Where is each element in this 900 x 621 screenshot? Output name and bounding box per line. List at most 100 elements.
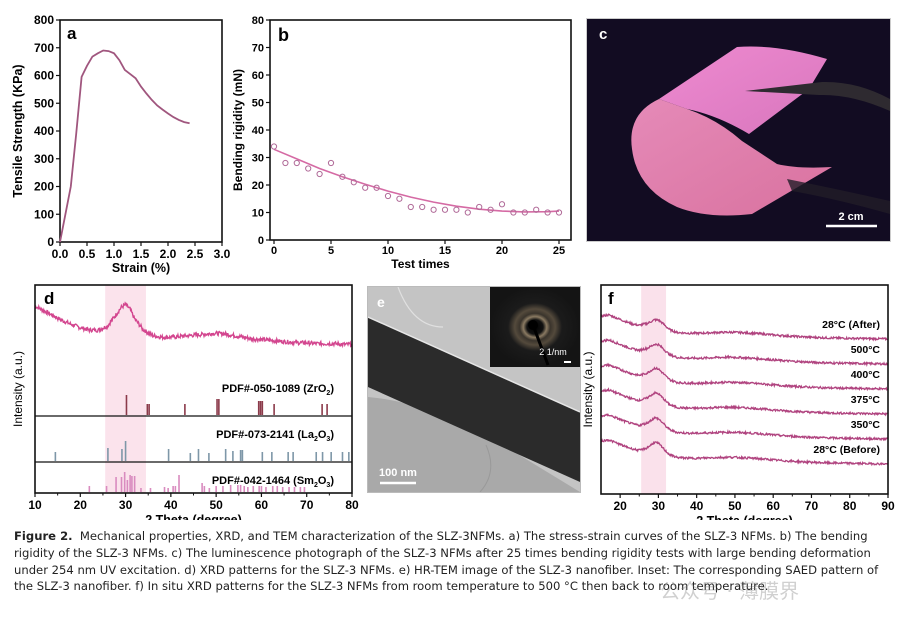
x-tick-label-f: 80 xyxy=(843,499,857,513)
data-point-b xyxy=(373,184,380,191)
xrd-pattern-d xyxy=(34,301,353,349)
series-label-f: 28°C (Before) xyxy=(813,444,880,456)
x-tick-label-f: 60 xyxy=(767,499,781,513)
panel-b-label: b xyxy=(278,25,289,45)
inset-scale-label: 2 1/nm xyxy=(539,347,567,357)
y-tick-label-b: 40 xyxy=(252,125,264,137)
xrd-series-f xyxy=(600,412,888,442)
data-point-b xyxy=(293,159,300,167)
panel-f-label: f xyxy=(608,289,614,308)
x-tick-label-f: 90 xyxy=(881,499,895,513)
xrd-series-f xyxy=(600,337,889,367)
x-tick-label-d: 70 xyxy=(300,498,314,512)
y-tick-label-a: 500 xyxy=(34,96,54,110)
data-point-b xyxy=(476,203,483,211)
series-label-f: 28°C (After) xyxy=(822,319,880,331)
x-axis-label-f: 2 Theta (degree) xyxy=(696,514,793,520)
x-tick-label-f: 70 xyxy=(805,499,819,513)
y-tick-label-a: 600 xyxy=(34,69,54,83)
data-point-b xyxy=(327,159,335,167)
y-axis-label-f: Intensity (a.u.) xyxy=(581,351,595,427)
reference-label: PDF#-042-1464 (Sm2O3) xyxy=(212,475,334,489)
y-tick-label-a: 800 xyxy=(34,13,54,27)
tweezers-lower xyxy=(787,179,890,214)
x-axis-label-d: 2 Theta (degree) xyxy=(145,513,242,520)
tweezers xyxy=(745,81,890,111)
data-point-b xyxy=(419,203,426,211)
xrd-series-f xyxy=(600,362,888,392)
x-tick-label-f: 30 xyxy=(652,499,666,513)
y-tick-label-b: 50 xyxy=(252,98,264,110)
x-tick-label-b: 5 xyxy=(328,245,334,257)
series-label-f: 500°C xyxy=(851,344,881,356)
data-point-b xyxy=(464,209,471,216)
chart-f-insitu-xrd: 28°C (After) 500°C 400°C 375°C 350°C 28°C (Be… xyxy=(581,284,895,520)
y-tick-label-a: 200 xyxy=(34,180,54,194)
x-tick-label-a: 1.5 xyxy=(133,247,150,261)
caption-line-1: Figure 2. Mechanical properties, XRD, an… xyxy=(14,528,894,545)
y-tick-label-b: 20 xyxy=(252,180,264,192)
axes-frame-b xyxy=(269,19,572,241)
y-tick-label-b: 80 xyxy=(252,15,264,27)
x-tick-label-a: 0.5 xyxy=(79,247,96,261)
data-point-b xyxy=(305,165,312,172)
scale-bar-c-label: 2 cm xyxy=(838,211,863,223)
nanofiber xyxy=(368,317,580,482)
y-tick-label-b: 10 xyxy=(252,208,264,220)
data-point-b xyxy=(521,209,528,216)
caption-line-3: under 254 nm UV excitation. d) XRD patte… xyxy=(14,562,879,577)
x-tick-label-b: 20 xyxy=(496,245,508,257)
x-tick-label-d: 20 xyxy=(74,498,88,512)
axes-frame-a xyxy=(59,19,223,243)
stress-strain-curve xyxy=(59,49,190,243)
chart-b-bending: 0 5 10 15 20 25 0 10 20 30 40 50 60 70 80 Test times Ben… xyxy=(231,15,572,271)
panel-d-label: d xyxy=(44,289,54,308)
y-tick-label-b: 60 xyxy=(252,70,264,82)
x-tick-label-d: 80 xyxy=(345,498,359,512)
x-tick-label-b: 25 xyxy=(553,245,565,257)
y-tick-label-a: 100 xyxy=(34,207,54,221)
y-axis-label-b: Bending rigidity (mN) xyxy=(231,69,245,191)
chart-d-xrd: PDF#-050-1089 (ZrO2) PDF#-073-2141 (La2O3… xyxy=(11,284,359,520)
tem-image-e: 2 1/nm e 100 nm xyxy=(367,286,581,493)
caption-line-2: rigidity of the SLZ-3 NFMs. c) The lumin… xyxy=(14,545,871,560)
x-tick-label-d: 30 xyxy=(119,498,133,512)
data-point-b xyxy=(430,206,437,213)
y-tick-label-a: 0 xyxy=(47,235,54,249)
tem-micrograph: 2 1/nm e 100 nm xyxy=(368,287,580,492)
reference-label: PDF#-073-2141 (La2O3) xyxy=(216,429,334,443)
x-tick-label-a: 2.5 xyxy=(187,247,204,261)
y-axis-label-a: Tensile Strength (KPa) xyxy=(11,64,25,197)
data-point-b xyxy=(453,206,460,213)
caption-label: Figure 2. xyxy=(14,529,73,543)
film-bottom-surface xyxy=(631,99,832,216)
data-point-b xyxy=(407,203,414,211)
data-point-b xyxy=(555,209,563,216)
x-tick-label-d: 10 xyxy=(28,498,42,512)
data-point-b xyxy=(339,173,346,180)
y-tick-label-b: 30 xyxy=(252,153,264,165)
reference-label: PDF#-050-1089 (ZrO2) xyxy=(222,383,334,397)
xrd-series-f xyxy=(600,312,888,342)
x-tick-label-a: 0.0 xyxy=(52,247,69,261)
panel-e-label: e xyxy=(377,294,385,310)
y-tick-label-a: 700 xyxy=(34,41,54,55)
panel-c-label: c xyxy=(599,26,607,43)
data-point-b xyxy=(350,179,357,186)
x-tick-label-f: 50 xyxy=(728,499,742,513)
data-point-b xyxy=(270,143,278,150)
x-tick-label-b: 10 xyxy=(382,245,394,257)
x-tick-label-d: 60 xyxy=(255,498,269,512)
y-tick-label-b: 0 xyxy=(258,235,264,247)
x-tick-label-b: 0 xyxy=(271,245,277,257)
fit-curve xyxy=(273,148,560,213)
series-label-f: 350°C xyxy=(851,419,881,431)
y-tick-label-a: 300 xyxy=(34,152,54,166)
data-point-b xyxy=(441,206,449,213)
scale-bar-e-label: 100 nm xyxy=(379,467,417,479)
data-point-b xyxy=(544,209,551,216)
x-axis-label-a: Strain (%) xyxy=(112,261,170,275)
panel-a-label: a xyxy=(67,24,77,43)
data-point-b xyxy=(487,206,494,213)
watermark: 公众号 · 薄膜界 xyxy=(660,579,800,603)
